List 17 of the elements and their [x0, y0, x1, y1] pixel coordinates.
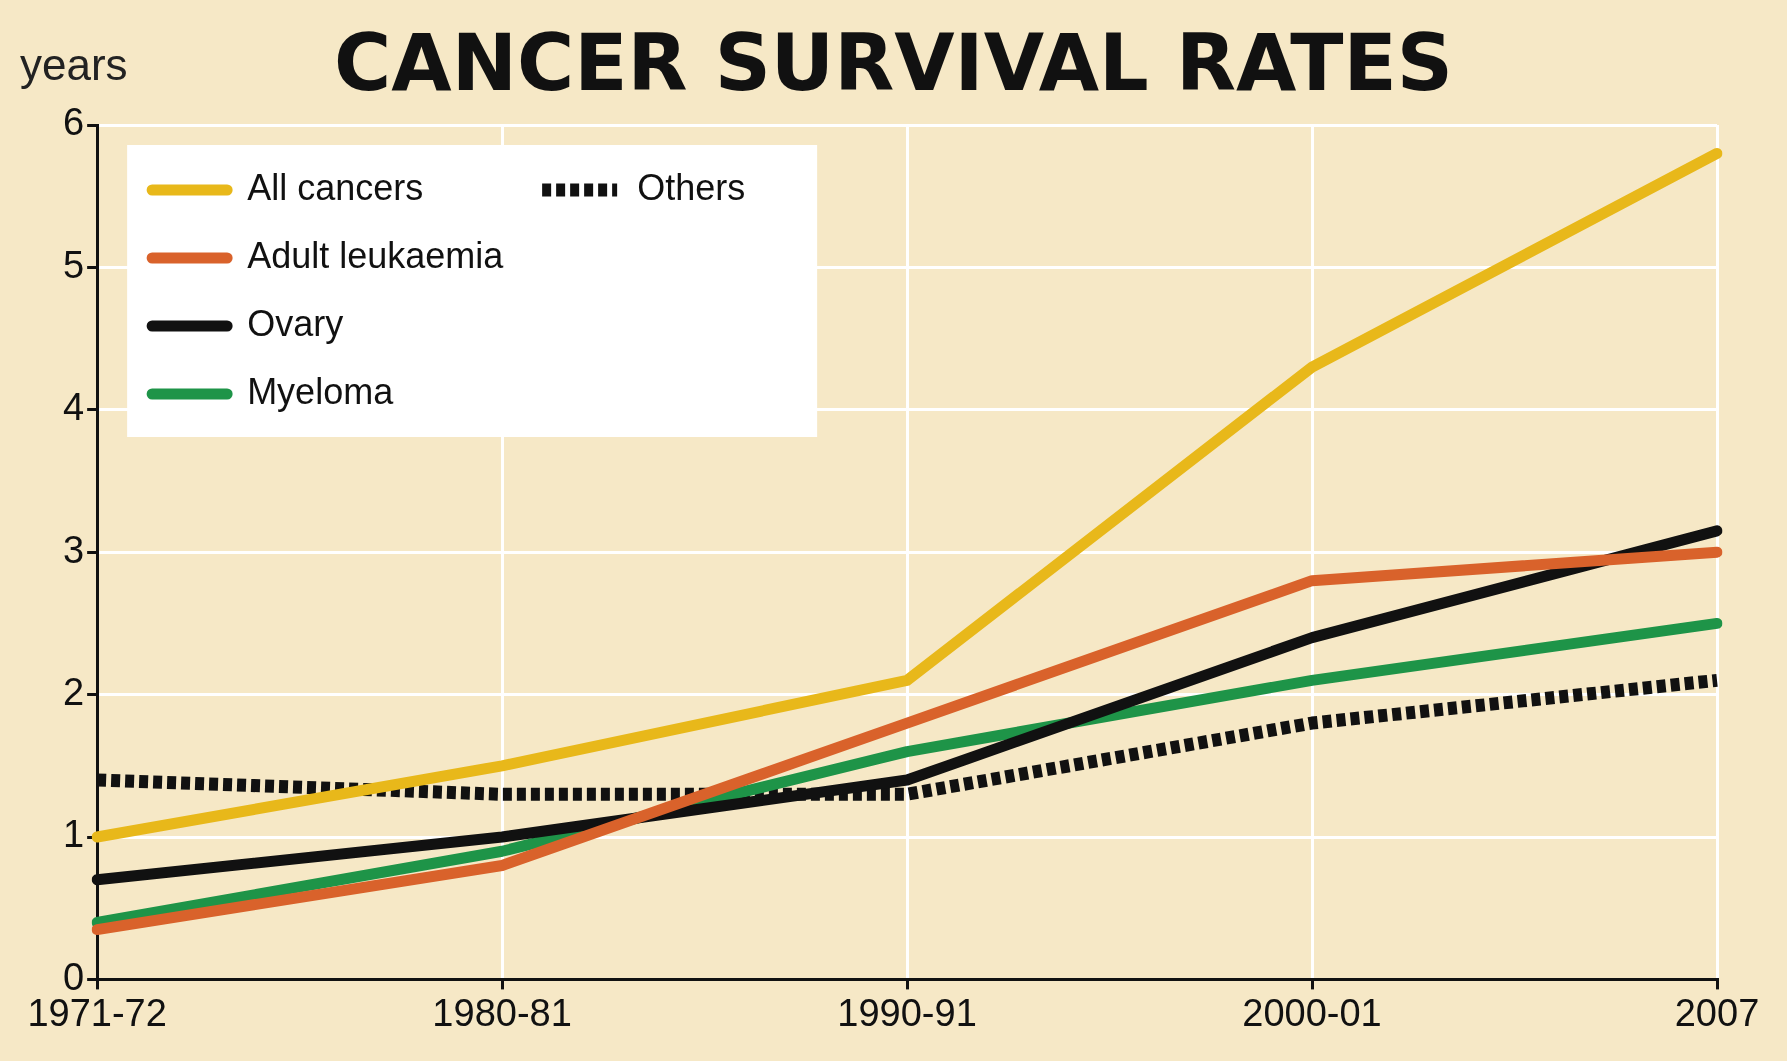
y-tick-label: 2: [62, 671, 85, 714]
chart-title: CANCER SURVIVAL RATES: [334, 18, 1453, 108]
x-tick-label: 2000-01: [1242, 991, 1382, 1034]
legend-label: Adult leukaemia: [247, 234, 505, 276]
y-tick-label: 6: [62, 101, 85, 144]
x-tick-label: 2007: [1674, 991, 1760, 1034]
x-tick-label: 1990-91: [837, 991, 977, 1034]
x-tick-label: 1980-81: [432, 991, 572, 1034]
y-tick-label: 1: [62, 813, 85, 856]
legend-label: All cancers: [247, 166, 424, 208]
legend-label: Myeloma: [247, 370, 395, 412]
legend-label: Others: [637, 166, 746, 208]
y-tick-label: 4: [62, 386, 85, 429]
y-tick-label: 5: [62, 243, 85, 286]
y-axis-title: years: [20, 40, 128, 90]
y-tick-label: 3: [62, 528, 85, 571]
legend-label: Ovary: [247, 302, 344, 344]
